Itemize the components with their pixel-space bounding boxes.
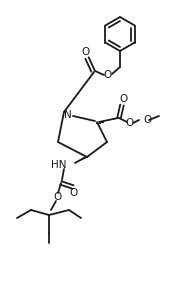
Text: O: O: [119, 94, 127, 104]
Text: O: O: [126, 118, 134, 128]
Text: O: O: [53, 192, 61, 202]
Text: O: O: [82, 47, 90, 57]
Text: O: O: [104, 70, 112, 80]
Text: N: N: [64, 110, 72, 120]
Text: O: O: [70, 188, 78, 198]
Text: HN: HN: [52, 160, 67, 170]
Text: O: O: [143, 115, 151, 125]
